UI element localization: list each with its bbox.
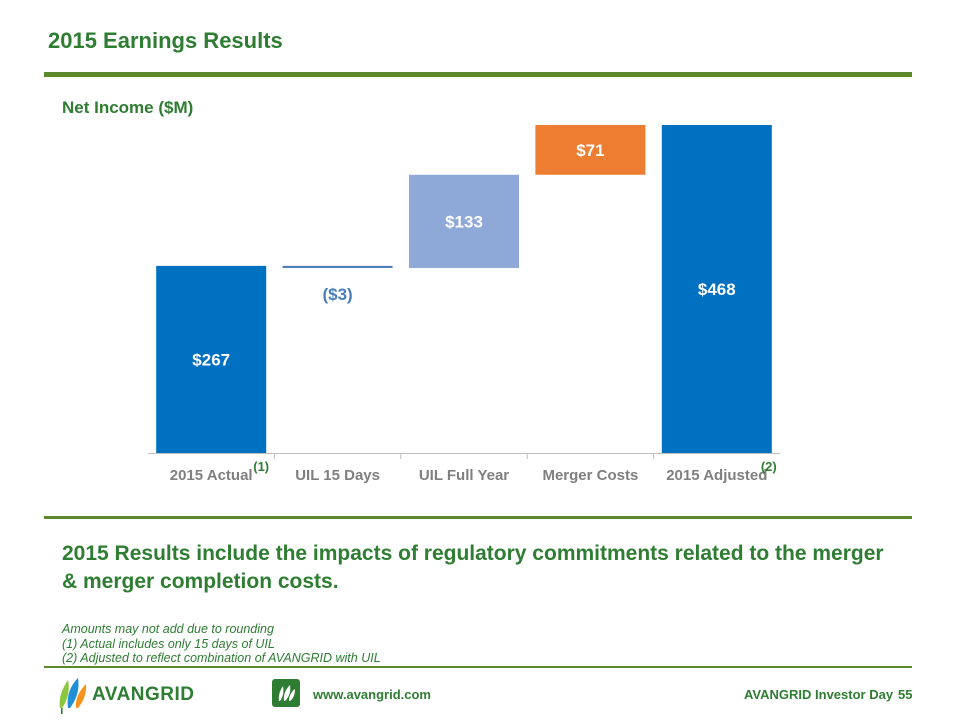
logo-wordmark: AVANGRID — [92, 684, 195, 705]
app-icon — [272, 679, 300, 707]
data-label-2015-adjusted: $468 — [698, 280, 736, 299]
title-divider — [44, 72, 912, 77]
leaf-logo-icon — [59, 678, 87, 714]
data-label-uil-15-days: ($3) — [322, 285, 352, 304]
footnote-ref-2015-actual: (1) — [253, 459, 269, 474]
bar-uil-15-days — [282, 265, 393, 268]
slide-title: 2015 Earnings Results — [48, 28, 283, 53]
tick-label-2015-actual: 2015 Actual — [170, 467, 253, 484]
bar-2015-adjusted — [661, 125, 772, 453]
footer-divider — [44, 666, 912, 668]
chart-title: Net Income ($M) — [62, 98, 194, 117]
footnotes: Amounts may not add due to rounding (1) … — [62, 622, 381, 666]
bar-merger-costs — [535, 125, 646, 175]
footnote-rounding: Amounts may not add due to rounding — [62, 622, 274, 636]
bar-uil-full-year — [409, 174, 519, 268]
data-label-uil-full-year: $133 — [445, 212, 483, 231]
summary-statement: 2015 Results include the impacts of regu… — [62, 542, 884, 593]
avangrid-logo: AVANGRID — [56, 674, 206, 714]
website-link[interactable]: www.avangrid.com — [313, 687, 431, 702]
footnote-1: (1) Actual includes only 15 days of UIL — [62, 636, 275, 651]
footnote-2: (2) Adjusted to reflect combination of A… — [62, 651, 381, 665]
tick-label-merger-costs: Merger Costs — [542, 467, 638, 484]
tick-label-uil-full-year: UIL Full Year — [419, 467, 509, 484]
tick-label-2015-adjusted: 2015 Adjusted — [666, 467, 767, 484]
page-number: 55 — [898, 687, 913, 702]
waterfall-chart: $267 2015 Actual(1) ($3) UIL 15 Days $133 UIL… — [148, 125, 780, 484]
chart-divider — [44, 516, 912, 519]
data-label-merger-costs: $71 — [576, 141, 604, 160]
tick-label-uil-15-days: UIL 15 Days — [295, 467, 380, 484]
bar-2015-actual — [156, 265, 267, 453]
event-name: AVANGRID Investor Day — [744, 687, 894, 702]
data-label-2015-actual: $267 — [192, 350, 230, 369]
footnote-ref-2015-adjusted: (2) — [761, 459, 777, 474]
